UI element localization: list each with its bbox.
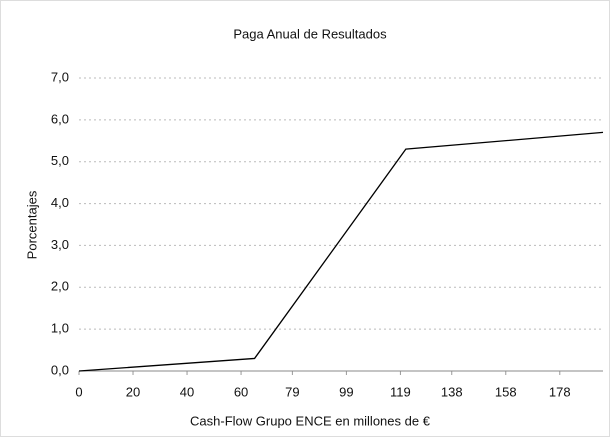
- y-tick-label: 5,0: [51, 153, 69, 168]
- x-axis-label: Cash-Flow Grupo ENCE en millones de €: [190, 413, 431, 428]
- y-axis-label: Porcentajes: [24, 190, 39, 259]
- chart-title: Paga Anual de Resultados: [233, 26, 387, 41]
- y-tick-label: 6,0: [51, 111, 69, 126]
- y-tick-label: 4,0: [51, 195, 69, 210]
- y-tick-label: 3,0: [51, 237, 69, 252]
- line-series: [78, 131, 604, 372]
- y-tick-label: 1,0: [51, 321, 69, 336]
- x-tick-label: 79: [285, 384, 299, 399]
- x-tick-label: 158: [495, 384, 517, 399]
- y-tick-label: 2,0: [51, 279, 69, 294]
- x-tick-label: 99: [339, 384, 353, 399]
- x-tick-label: 138: [441, 384, 463, 399]
- y-tick-label: 0,0: [51, 362, 69, 377]
- y-tick-label: 7,0: [51, 69, 69, 84]
- x-tick-label: 0: [75, 384, 82, 399]
- x-tick-label: 20: [126, 384, 140, 399]
- x-tick-label: 178: [549, 384, 571, 399]
- x-tick-label: 40: [180, 384, 194, 399]
- x-tick-label: 119: [390, 384, 411, 399]
- x-tick-label: 60: [234, 384, 248, 399]
